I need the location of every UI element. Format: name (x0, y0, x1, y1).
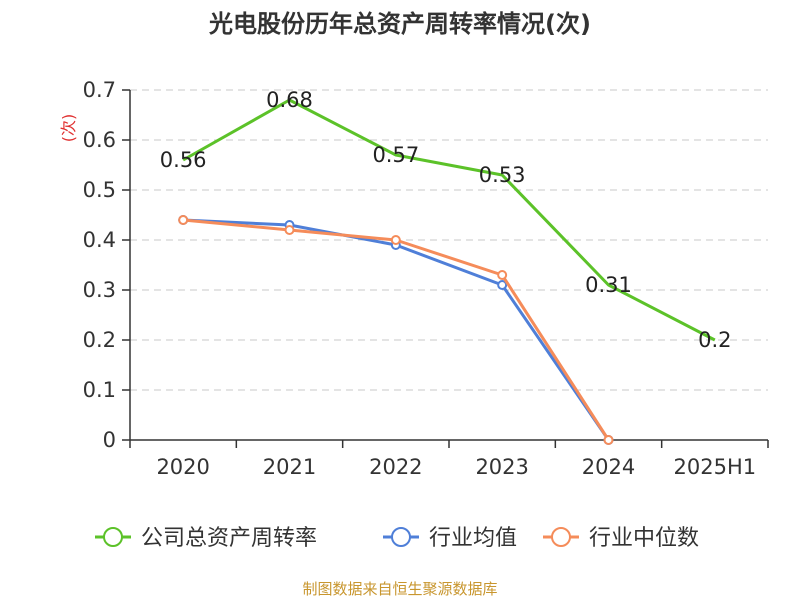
data-point (497, 270, 508, 280)
legend-marker (551, 527, 571, 547)
legend: 公司总资产周转率 行业均值 行业中位数 (95, 526, 699, 551)
y-tick-label: 0.1 (83, 378, 116, 402)
data-label: 0.2 (698, 328, 731, 352)
y-tick-label: 0.7 (83, 78, 116, 102)
series-line (182, 98, 716, 342)
x-tick-label: 2024 (582, 455, 635, 479)
data-label: 0.68 (266, 88, 313, 112)
y-tick-label: 0.4 (83, 228, 116, 252)
y-tick-label: 0.5 (83, 178, 116, 202)
y-axis-label: (次) (59, 114, 78, 143)
y-tick-label: 0.2 (83, 328, 116, 352)
data-point (178, 215, 189, 225)
x-tick-label: 2025H1 (674, 455, 757, 479)
axes: 0 0.1 0.2 0.3 0.4 0.5 0.6 0.7 2020 2021 2022 2023 20… (59, 78, 769, 479)
legend-marker (391, 527, 411, 547)
data-labels: 0.56 0.68 0.57 0.53 0.31 0.2 (160, 88, 732, 352)
y-tick-label: 0.3 (83, 278, 116, 302)
series-line (183, 218, 610, 441)
data-label: 0.56 (160, 148, 207, 172)
x-tick-label: 2022 (369, 455, 422, 479)
grid-lines (130, 89, 768, 391)
series-line (183, 218, 610, 441)
data-label: 0.57 (372, 143, 419, 167)
data-label: 0.31 (585, 273, 632, 297)
data-point (390, 235, 401, 245)
y-tick-label: 0.6 (83, 128, 116, 152)
x-tick-label: 2021 (263, 455, 316, 479)
legend-label: 行业中位数 (589, 526, 699, 551)
data-point (497, 280, 508, 290)
x-tick-label: 2023 (475, 455, 528, 479)
chart-title: 光电股份历年总资产周转率情况(次) (209, 10, 591, 38)
series-lines (178, 98, 716, 445)
legend-marker (103, 527, 123, 547)
data-source-note: 制图数据来自恒生聚源数据库 (302, 580, 498, 598)
data-label: 0.53 (479, 163, 526, 187)
y-tick-label: 0 (103, 428, 116, 452)
x-tick-label: 2020 (156, 455, 209, 479)
legend-label: 行业均值 (429, 526, 517, 551)
data-point (284, 225, 295, 235)
data-point (603, 435, 614, 445)
legend-label: 公司总资产周转率 (141, 526, 317, 551)
